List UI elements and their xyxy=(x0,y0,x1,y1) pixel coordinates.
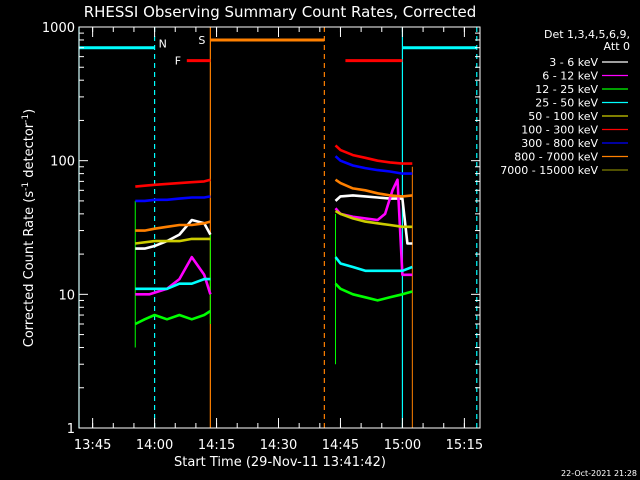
x-tick-label-3: 14:30 xyxy=(260,438,297,453)
y-axis-title-mid: detector xyxy=(22,122,37,182)
legend-label-5: 100 - 300 keV xyxy=(521,124,598,137)
legend-label-0: 3 - 6 keV xyxy=(549,56,598,69)
chart-title: RHESSI Observing Summary Count Rates, Co… xyxy=(84,3,477,21)
series-6-segment-1 xyxy=(334,155,413,175)
flag-label-f: F xyxy=(175,55,181,68)
plot-area: NF S 1 10 100 1000 13:45 14:00 14:15 14:30 14:45 15… xyxy=(42,21,483,453)
x-tick-label-6: 15:15 xyxy=(446,438,483,453)
plot-frame xyxy=(78,26,481,429)
series-7-segment-0 xyxy=(135,220,211,232)
legend-header-line-1: Det 1,3,4,5,6,9, xyxy=(544,28,630,41)
y-tick-label-1: 10 xyxy=(58,288,75,303)
y-axis-title-end: ) xyxy=(22,109,37,114)
legend-label-4: 50 - 100 keV xyxy=(528,110,598,123)
y-axis-title: Corrected Count Rate (s-1 detector-1) xyxy=(21,109,37,347)
flag-label-n: N xyxy=(159,38,167,51)
x-tick-label-0: 13:45 xyxy=(74,438,111,453)
y-tick-label-3: 1000 xyxy=(42,21,75,36)
legend-label-2: 12 - 25 keV xyxy=(535,83,598,96)
y-tick-label-2: 100 xyxy=(50,155,75,170)
legend-label-6: 300 - 800 keV xyxy=(521,137,598,150)
series-4-segment-0 xyxy=(135,237,211,245)
series-2-segment-1 xyxy=(334,282,413,302)
series-5-segment-1 xyxy=(334,144,413,165)
legend-header-line-2: Att 0 xyxy=(604,40,630,53)
x-tick-label-4: 14:45 xyxy=(322,438,359,453)
series-5-segment-0 xyxy=(135,178,211,188)
series-0-segment-1 xyxy=(334,194,413,245)
series-2-segment-0 xyxy=(134,309,212,326)
legend-label-8: 7000 - 15000 keV xyxy=(500,164,598,177)
series-3-segment-0 xyxy=(135,277,211,291)
y-axis-title-sup2: -1 xyxy=(21,114,31,123)
footer-timestamp: 22-Oct-2021 21:28 xyxy=(561,469,637,478)
x-axis-title: Start Time (29-Nov-11 13:41:42) xyxy=(174,455,386,470)
series-3-segment-1 xyxy=(334,256,413,273)
y-axis-title-main: Corrected Count Rate (s xyxy=(22,191,37,348)
series-1-segment-0 xyxy=(135,255,212,296)
x-tick-label-2: 14:15 xyxy=(198,438,235,453)
legend-label-3: 25 - 50 keV xyxy=(535,97,598,110)
y-axis-title-sup1: -1 xyxy=(21,182,31,191)
legend-label-7: 800 - 7000 keV xyxy=(514,151,598,164)
series-4-segment-1 xyxy=(334,209,413,229)
series-7-segment-1 xyxy=(334,178,413,198)
series-6-segment-0 xyxy=(135,195,211,203)
x-tick-label-1: 14:00 xyxy=(136,438,173,453)
flag-label-s: S xyxy=(198,34,205,47)
x-tick-label-5: 15:00 xyxy=(384,438,421,453)
legend-label-1: 6 - 12 keV xyxy=(542,70,598,83)
y-tick-label-0: 1 xyxy=(67,422,75,437)
